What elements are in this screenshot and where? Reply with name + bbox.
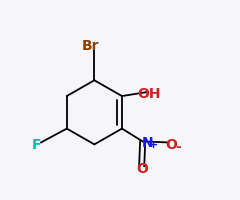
Text: O: O (166, 138, 178, 152)
Text: +: + (149, 140, 159, 150)
Text: N: N (142, 136, 153, 150)
Text: Br: Br (81, 39, 99, 53)
Text: -: - (175, 140, 181, 154)
Text: O: O (137, 162, 149, 176)
Text: OH: OH (138, 87, 161, 101)
Text: F: F (31, 138, 41, 152)
